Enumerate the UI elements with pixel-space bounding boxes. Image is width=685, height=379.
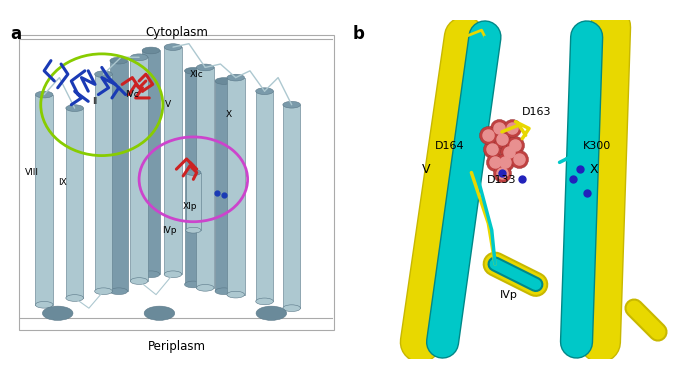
FancyBboxPatch shape <box>110 61 127 291</box>
Text: a: a <box>10 25 21 43</box>
Ellipse shape <box>215 288 233 294</box>
Ellipse shape <box>184 281 202 288</box>
Ellipse shape <box>130 278 148 284</box>
Ellipse shape <box>144 306 175 320</box>
Text: D163: D163 <box>522 107 551 117</box>
Ellipse shape <box>95 288 112 294</box>
Ellipse shape <box>164 44 182 50</box>
Ellipse shape <box>256 306 286 320</box>
Ellipse shape <box>186 227 201 233</box>
Ellipse shape <box>42 306 73 320</box>
FancyBboxPatch shape <box>184 71 202 285</box>
Ellipse shape <box>227 291 245 298</box>
Text: K300: K300 <box>584 141 612 151</box>
Ellipse shape <box>36 301 53 308</box>
FancyBboxPatch shape <box>95 74 112 291</box>
FancyBboxPatch shape <box>36 94 53 305</box>
Ellipse shape <box>283 101 301 108</box>
Ellipse shape <box>164 271 182 278</box>
Text: II: II <box>92 97 98 106</box>
Text: XIc: XIc <box>190 70 203 79</box>
Text: D164: D164 <box>435 141 464 151</box>
Ellipse shape <box>256 88 273 94</box>
Ellipse shape <box>95 71 112 78</box>
Ellipse shape <box>256 298 273 305</box>
Text: IVc: IVc <box>125 90 139 99</box>
FancyBboxPatch shape <box>256 91 273 301</box>
Ellipse shape <box>36 91 53 98</box>
FancyBboxPatch shape <box>227 78 245 294</box>
Ellipse shape <box>197 285 214 291</box>
Ellipse shape <box>130 54 148 61</box>
FancyBboxPatch shape <box>66 108 84 298</box>
Text: XIp: XIp <box>183 202 197 211</box>
Text: IVp: IVp <box>162 226 177 235</box>
Ellipse shape <box>66 105 84 111</box>
FancyBboxPatch shape <box>164 47 182 274</box>
Ellipse shape <box>186 170 201 175</box>
Text: V: V <box>165 100 171 109</box>
Text: Cytoplasm: Cytoplasm <box>145 26 208 39</box>
Ellipse shape <box>215 78 233 85</box>
Text: VIII: VIII <box>25 168 39 177</box>
Text: X: X <box>590 163 599 175</box>
Ellipse shape <box>283 305 301 312</box>
Text: V: V <box>422 163 431 175</box>
FancyBboxPatch shape <box>197 67 214 288</box>
Text: X: X <box>226 110 232 119</box>
FancyBboxPatch shape <box>283 105 301 308</box>
FancyBboxPatch shape <box>130 57 148 281</box>
Text: IVp: IVp <box>500 290 518 300</box>
Ellipse shape <box>227 74 245 81</box>
Ellipse shape <box>142 47 160 54</box>
FancyBboxPatch shape <box>186 172 201 230</box>
Ellipse shape <box>66 294 84 301</box>
Ellipse shape <box>142 271 160 278</box>
Ellipse shape <box>110 288 127 294</box>
Text: b: b <box>353 25 364 43</box>
FancyBboxPatch shape <box>215 81 233 291</box>
FancyBboxPatch shape <box>142 50 160 274</box>
Ellipse shape <box>110 57 127 64</box>
Text: IX: IX <box>58 178 67 187</box>
Text: D133: D133 <box>487 175 516 185</box>
Text: Periplasm: Periplasm <box>147 340 206 353</box>
Ellipse shape <box>184 67 202 74</box>
Ellipse shape <box>197 64 214 71</box>
